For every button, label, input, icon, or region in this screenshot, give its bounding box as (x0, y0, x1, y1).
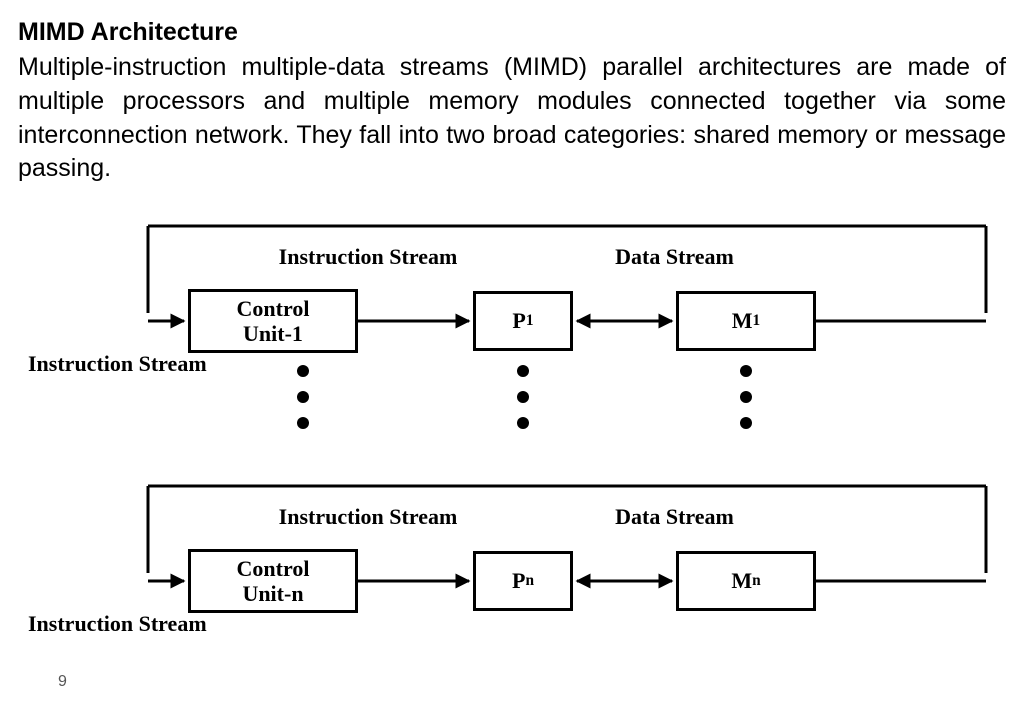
instruction-stream-label-top-1: Instruction Stream (279, 244, 458, 270)
ellipsis-dots-processor (517, 365, 529, 429)
ellipsis-dots-memory (740, 365, 752, 429)
page-title: MIMD Architecture (18, 18, 1006, 47)
memory-box-1: M1 (676, 291, 816, 351)
ellipsis-dots-control (297, 365, 309, 429)
memory-box-2: Mn (676, 551, 816, 611)
control-unit-box-1: ControlUnit-1 (188, 289, 358, 353)
page-number: 9 (58, 673, 67, 691)
instruction-stream-label-left-2: Instruction Stream (28, 611, 207, 637)
body-paragraph: Multiple-instruction multiple-data strea… (18, 51, 1006, 186)
data-stream-label-1: Data Stream (615, 244, 734, 270)
instruction-stream-label-top-2: Instruction Stream (279, 504, 458, 530)
data-stream-label-2: Data Stream (615, 504, 734, 530)
processor-box-1: P1 (473, 291, 573, 351)
instruction-stream-label-left-1: Instruction Stream (28, 351, 207, 377)
processor-box-2: Pn (473, 551, 573, 611)
mimd-diagram: ControlUnit-1 P1 M1 Instruction Stream Data … (18, 216, 1006, 646)
control-unit-box-2: ControlUnit-n (188, 549, 358, 613)
